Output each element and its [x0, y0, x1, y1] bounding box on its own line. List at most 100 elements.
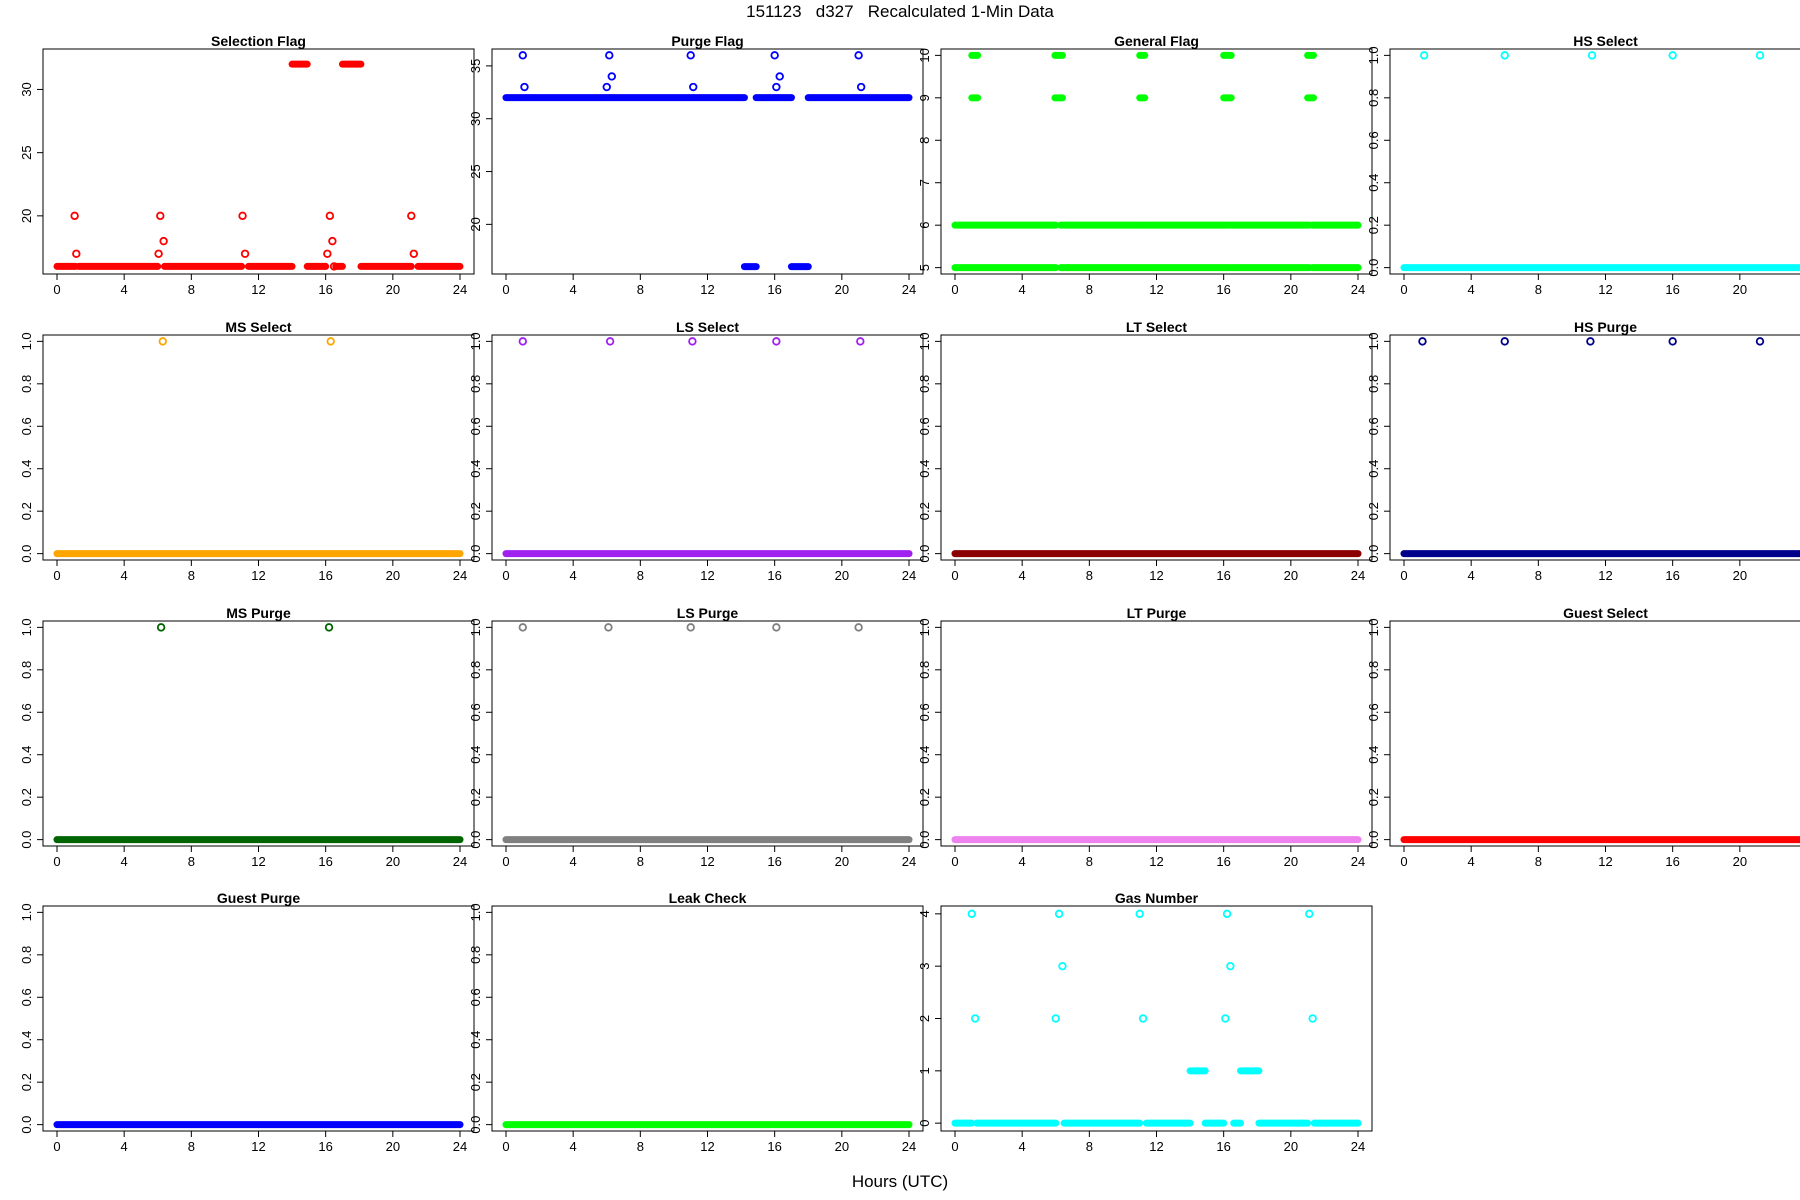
data-point: [1500, 51, 1509, 60]
data-point: [689, 82, 698, 92]
data-point: [518, 51, 527, 60]
x-tick-label: 12: [700, 1139, 714, 1154]
x-tick-label: 24: [1351, 1139, 1365, 1154]
data-point: [240, 249, 250, 258]
y-tick-label: 0.4: [19, 746, 34, 764]
x-tick-label: 0: [1400, 282, 1407, 297]
x-tick-label: 20: [386, 1139, 400, 1154]
data-point: [1755, 337, 1765, 346]
y-tick-label: 1.0: [1366, 46, 1381, 64]
panel-12: Guest Select048121620240.00.20.40.60.81.…: [1366, 605, 1800, 869]
x-tick-label: 0: [53, 568, 60, 583]
y-tick-label: 0.6: [468, 988, 483, 1006]
x-tick-label: 12: [700, 854, 714, 869]
plot-frame: [940, 48, 1373, 275]
y-tick-label: 0.2: [1366, 216, 1381, 234]
data-point: [518, 337, 527, 346]
y-tick-label: 7: [917, 179, 932, 186]
y-tick-label: 0.0: [468, 831, 483, 849]
y-tick-label: 1.0: [19, 332, 34, 350]
x-axis-label: Hours (UTC): [851, 1172, 949, 1191]
y-tick-label: 2: [917, 1015, 932, 1022]
panel-3: General Flag 0 4 8 12 16 20 24 5 6 7 8 9 10: [917, 33, 1373, 297]
x-tick-label: 0: [502, 568, 509, 583]
x-tick-label: 12: [251, 568, 265, 583]
x-tick-label: 16: [1665, 854, 1679, 869]
x-tick-label: 16: [1665, 568, 1679, 583]
y-tick-label: 1.0: [468, 618, 483, 636]
x-tick-label: 24: [902, 568, 916, 583]
data-point: [1138, 1014, 1148, 1023]
x-tick-label: 24: [902, 282, 916, 297]
data-point: [772, 82, 781, 92]
x-tick-label: 4: [121, 282, 128, 297]
x-tick-label: 16: [1216, 854, 1230, 869]
x-tick-label: 8: [637, 854, 644, 869]
y-tick-label: 0.6: [917, 703, 932, 721]
x-tick-label: 12: [1598, 282, 1612, 297]
y-tick-label: 1.0: [917, 332, 932, 350]
x-tick-label: 4: [1468, 854, 1475, 869]
x-tick-label: 24: [1351, 854, 1365, 869]
y-tick-label: 0.6: [19, 417, 34, 435]
y-tick-label: 0.4: [468, 746, 483, 764]
x-tick-label: 4: [1019, 568, 1026, 583]
plot-frame: [42, 620, 475, 847]
data-point: [1222, 909, 1232, 919]
data-point: [407, 211, 416, 221]
y-tick-label: 0.8: [1366, 89, 1381, 107]
y-tick-label: 0.2: [19, 502, 34, 520]
x-tick-label: 20: [835, 568, 849, 583]
y-tick-label: 0.8: [468, 661, 483, 679]
x-tick-label: 0: [502, 1139, 509, 1154]
x-tick-label: 4: [570, 282, 577, 297]
y-tick-label: 0.2: [19, 788, 34, 806]
panel-title: LT Select: [1126, 319, 1188, 335]
y-tick-label: 30: [468, 111, 483, 125]
y-tick-label: 0.8: [917, 375, 932, 393]
y-tick-label: 0.0: [1366, 545, 1381, 563]
x-tick-label: 16: [318, 854, 332, 869]
y-tick-label: 0.4: [468, 460, 483, 478]
data-point: [686, 623, 695, 632]
x-tick-label: 8: [1086, 568, 1093, 583]
y-tick-label: 1.0: [1366, 332, 1381, 350]
y-tick-label: 9: [917, 94, 932, 101]
data-point: [1051, 1014, 1060, 1023]
y-tick-label: 0.0: [19, 831, 34, 849]
data-point: [518, 623, 527, 632]
plot-frame: [491, 48, 924, 275]
x-tick-label: 16: [1665, 282, 1679, 297]
x-tick-label: 12: [700, 282, 714, 297]
y-tick-label: 0.4: [1366, 174, 1381, 192]
x-tick-label: 20: [1284, 1139, 1298, 1154]
y-tick-label: 0.0: [1366, 831, 1381, 849]
data-point: [688, 337, 697, 346]
data-point: [772, 337, 781, 346]
x-tick-label: 20: [386, 568, 400, 583]
x-tick-label: 8: [188, 568, 195, 583]
x-tick-label: 12: [1149, 854, 1163, 869]
panel-title: Purge Flag: [671, 33, 743, 49]
panel-title: Gas Number: [1115, 890, 1199, 906]
panel-10: LS Purge 0 4 8 12 16 20 24 0.0 0.2 0.4 0.6 0.8 1.0: [468, 605, 924, 869]
plot-frame: [1389, 48, 1800, 275]
data-point: [1054, 909, 1064, 919]
data-point: [602, 82, 611, 92]
y-tick-label: 3: [917, 963, 932, 970]
data-point: [1058, 961, 1067, 971]
data-point: [323, 249, 332, 258]
data-point: [1419, 51, 1429, 60]
data-point: [1226, 961, 1235, 971]
y-tick-label: 0.0: [19, 545, 34, 563]
data-point: [154, 249, 163, 258]
data-point: [970, 1014, 980, 1023]
x-tick-label: 12: [1149, 1139, 1163, 1154]
x-tick-label: 8: [637, 568, 644, 583]
y-tick-label: 0.2: [468, 1073, 483, 1091]
x-tick-label: 8: [637, 1139, 644, 1154]
x-tick-label: 4: [1468, 282, 1475, 297]
y-tick-label: 0.4: [917, 460, 932, 478]
y-tick-label: 5: [917, 264, 932, 271]
y-tick-label: 1.0: [468, 903, 483, 921]
